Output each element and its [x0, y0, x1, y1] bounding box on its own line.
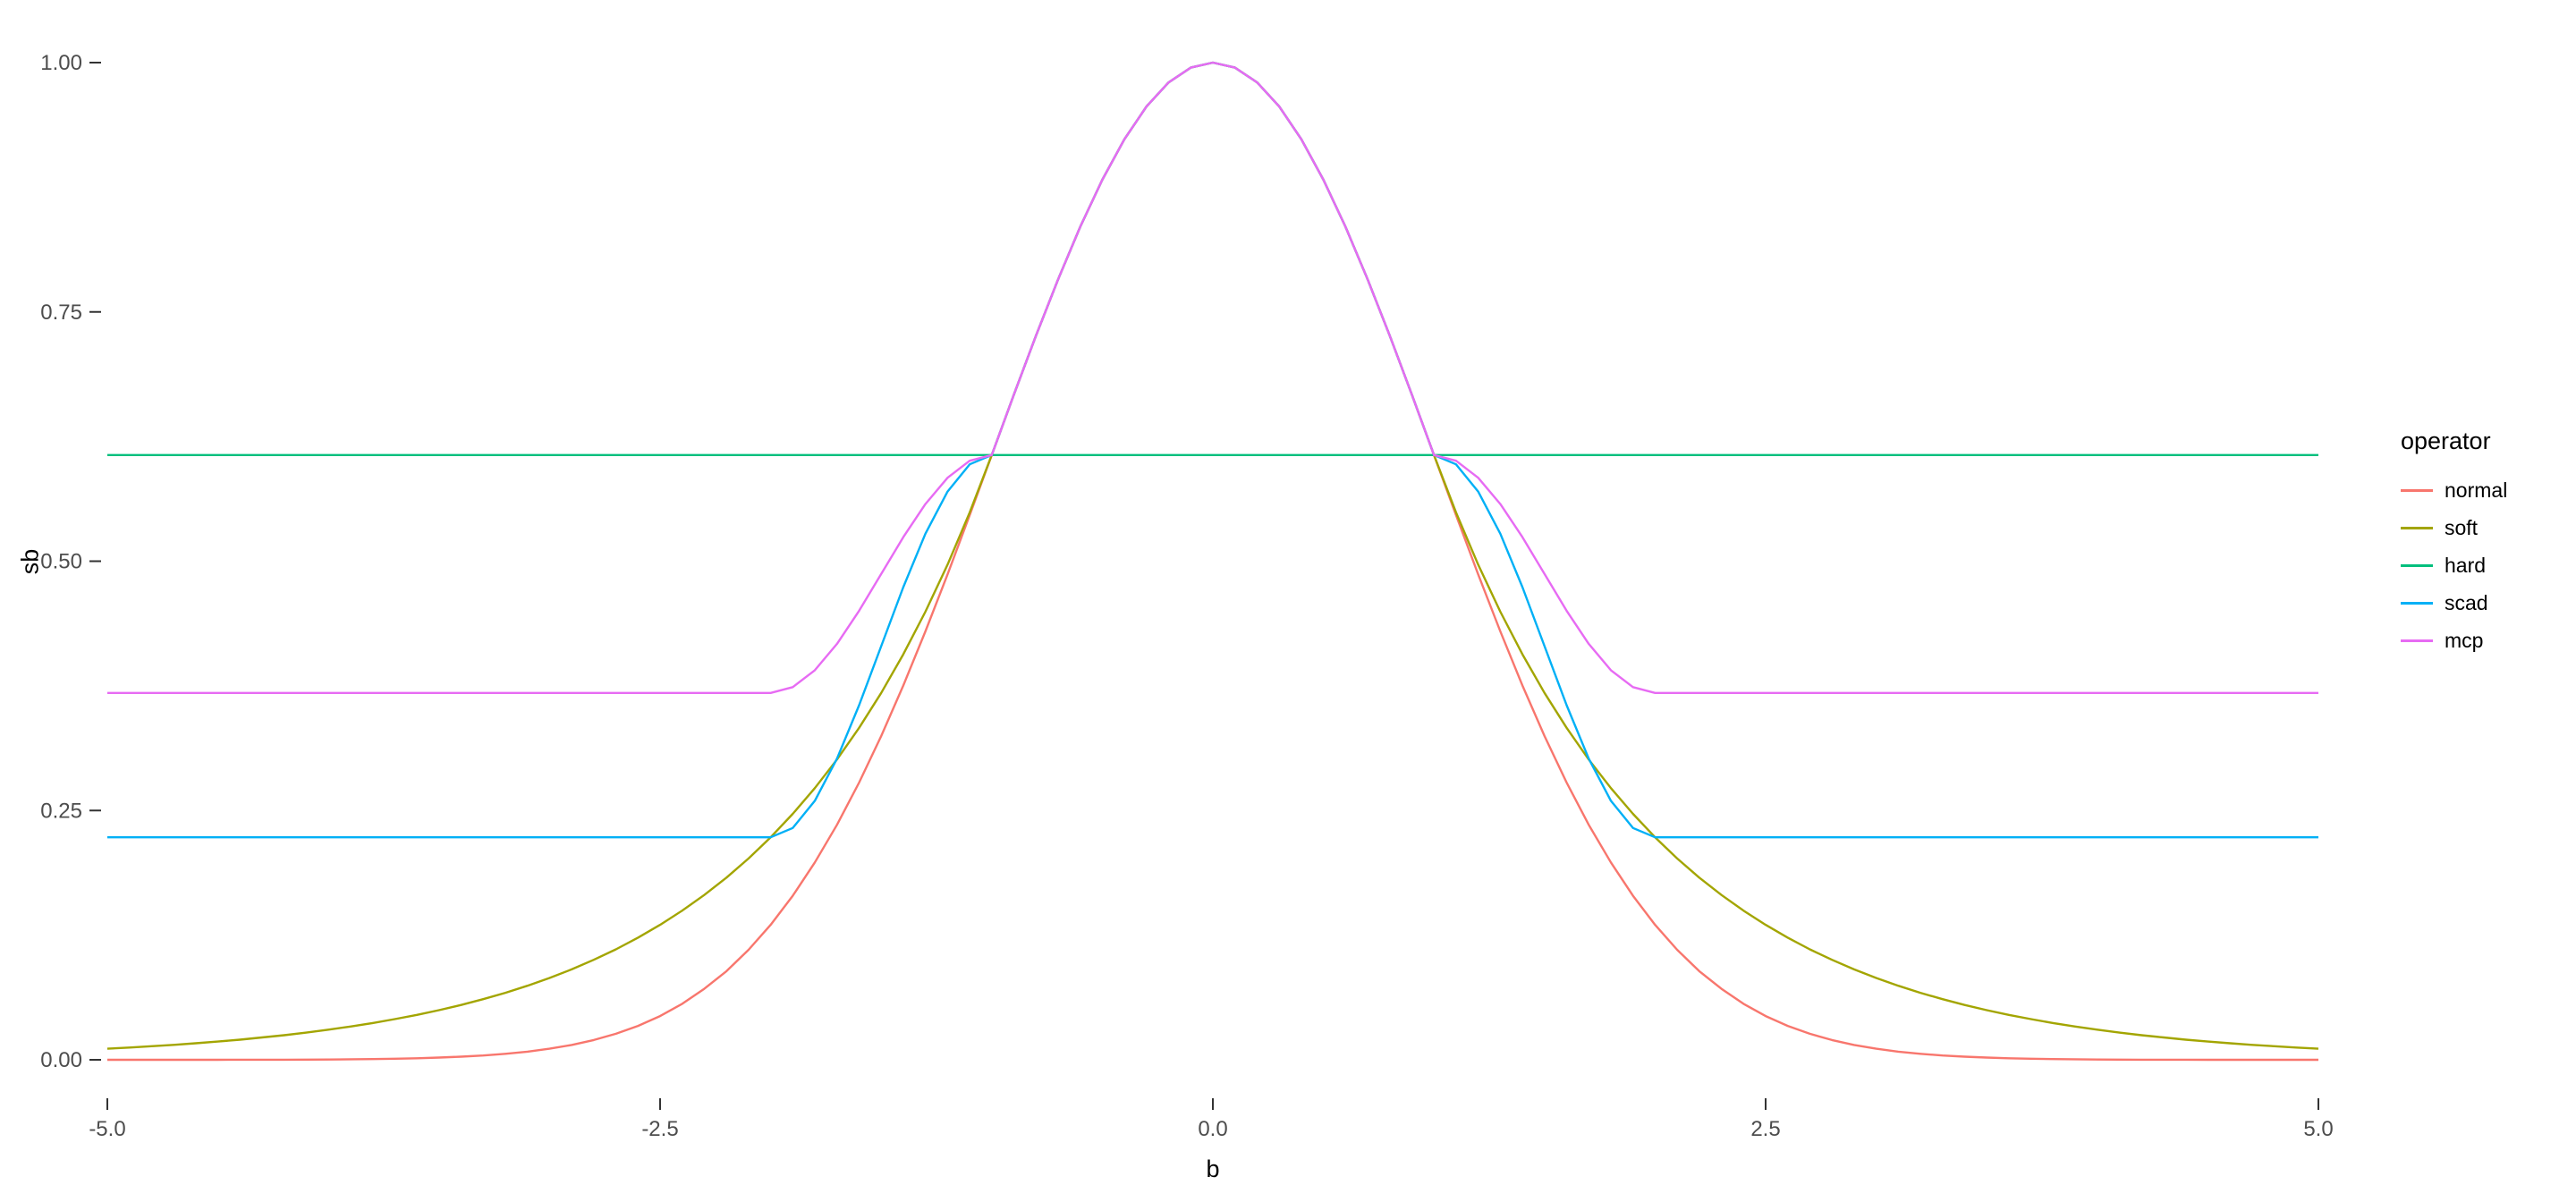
- y-tick-label: 0.50: [40, 550, 82, 574]
- x-tick-label: -2.5: [641, 1117, 678, 1141]
- series-line-scad: [107, 61, 2318, 839]
- legend-title: operator: [2401, 427, 2491, 454]
- legend-item-scad: scad: [2401, 584, 2507, 622]
- legend-item-normal: normal: [2401, 471, 2507, 509]
- legend-item-hard: hard: [2401, 546, 2507, 584]
- legend-label: scad: [2445, 590, 2488, 614]
- x-tick-label: 2.5: [1750, 1117, 1780, 1141]
- series-line-normal: [107, 61, 2318, 1062]
- legend-item-soft: soft: [2401, 509, 2507, 546]
- series-line-mcp: [107, 61, 2318, 694]
- y-tick-label: 0.25: [40, 799, 82, 823]
- y-tick-label: 0.75: [40, 300, 82, 325]
- legend-item-mcp: mcp: [2401, 622, 2507, 659]
- y-tick-label: 1.00: [40, 51, 82, 75]
- series-line-soft: [106, 61, 2319, 1050]
- legend-key-line-icon: [2401, 601, 2433, 605]
- y-axis-title: sb: [16, 548, 44, 575]
- x-axis-title: b: [1206, 1155, 1220, 1182]
- legend-key-line-icon: [2401, 639, 2433, 642]
- legend-label: hard: [2445, 553, 2487, 577]
- x-tick-label: 5.0: [2303, 1117, 2333, 1141]
- legend-key-line-icon: [2401, 526, 2433, 529]
- legend-label: normal: [2445, 478, 2508, 502]
- legend-key-line-icon: [2401, 488, 2433, 492]
- legend-label: mcp: [2445, 628, 2484, 652]
- x-tick-label: 0.0: [1198, 1117, 1227, 1141]
- x-tick-label: -5.0: [89, 1117, 125, 1141]
- legend-key-line-icon: [2401, 563, 2433, 567]
- legend-label: soft: [2445, 515, 2479, 539]
- y-tick-label: 0.00: [40, 1048, 82, 1072]
- legend: operator normal soft hard scad mcp: [2401, 427, 2507, 659]
